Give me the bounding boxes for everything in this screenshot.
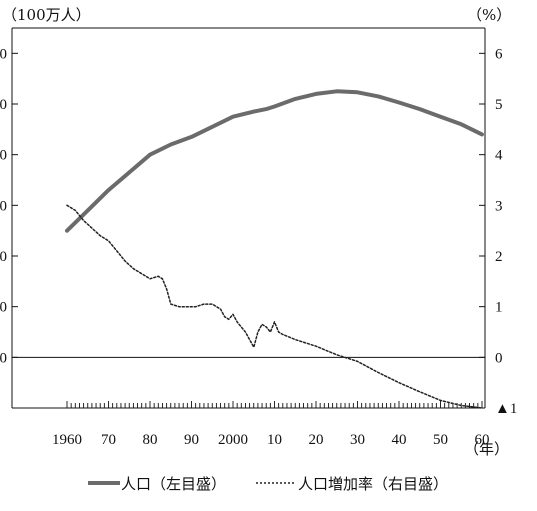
x-unit-label: （年） bbox=[464, 440, 509, 458]
right-axis-below-label: ▲1 bbox=[495, 401, 517, 417]
right-axis-tick-label: 3 bbox=[495, 198, 503, 214]
legend-label-growth-rate: 人口増加率（右目盛） bbox=[298, 475, 448, 493]
left-axis-tick-label: 0 bbox=[0, 350, 7, 366]
right-axis-tick-label: 6 bbox=[495, 46, 503, 62]
x-axis-tick-label: 2000 bbox=[218, 432, 248, 448]
right-axis-tick-label: 5 bbox=[495, 97, 503, 113]
left-unit-label: （100万人） bbox=[2, 6, 91, 24]
legend: 人口（左目盛） 人口増加率（右目盛） bbox=[88, 475, 448, 493]
growth-rate-line bbox=[66, 204, 483, 409]
x-axis-tick-label: 40 bbox=[392, 432, 407, 448]
x-axis-tick-label: 1960 bbox=[52, 432, 82, 448]
left-axis-tick-label: 20 bbox=[0, 249, 7, 265]
x-axis-tick-label: 30 bbox=[350, 432, 365, 448]
x-axis-tick-label: 50 bbox=[433, 432, 448, 448]
left-axis-tick-label: 50 bbox=[0, 97, 7, 113]
x-axis-tick-label: 80 bbox=[143, 432, 158, 448]
right-axis-tick-label: 4 bbox=[495, 148, 503, 164]
plot-area: 0 10 20 30 40 50 60 0 1 2 3 4 5 6 ▲1 1960 70 80 90 2000 10 20… bbox=[0, 27, 517, 448]
legend-label-population: 人口（左目盛） bbox=[121, 475, 226, 493]
right-axis-tick-label: 2 bbox=[495, 249, 503, 265]
x-axis-tick-label: 90 bbox=[184, 432, 199, 448]
right-unit-label: （%） bbox=[467, 6, 511, 24]
left-axis-tick-label: 40 bbox=[0, 148, 7, 164]
left-axis-tick-label: 10 bbox=[0, 300, 7, 316]
x-axis-tick-label: 60 bbox=[475, 432, 490, 448]
right-axis-tick-label: 1 bbox=[495, 300, 503, 316]
left-axis-tick-label: 60 bbox=[0, 46, 7, 62]
left-axis-tick-label: 30 bbox=[0, 198, 7, 214]
population-line bbox=[65, 89, 484, 233]
x-axis-tick-label: 10 bbox=[267, 432, 282, 448]
x-axis-tick-label: 70 bbox=[101, 432, 116, 448]
x-axis-tick-label: 20 bbox=[309, 432, 324, 448]
right-axis-tick-label: 0 bbox=[495, 350, 503, 366]
